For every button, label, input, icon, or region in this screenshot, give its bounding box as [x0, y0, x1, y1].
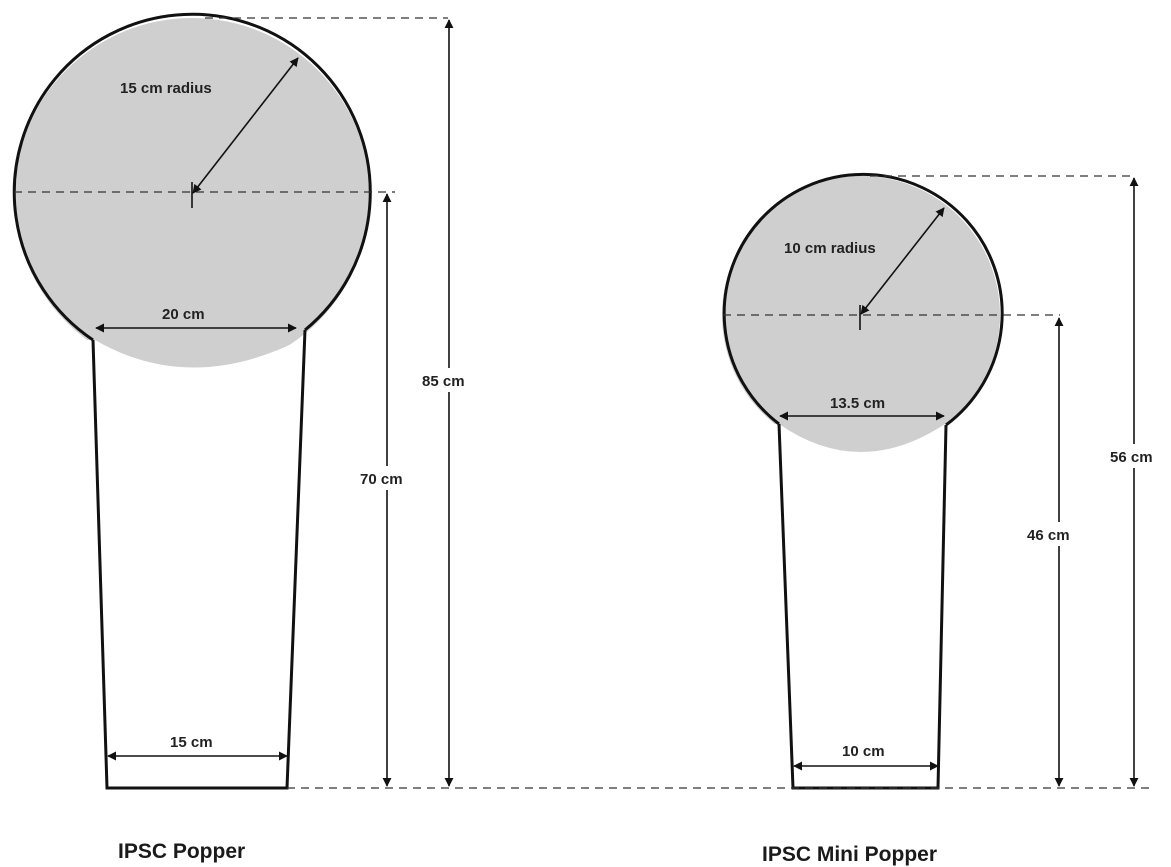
mini-popper-total-height-label: 56 cm	[1110, 449, 1153, 466]
mini-popper-stem	[777, 423, 948, 790]
popper-radius-arrow	[192, 57, 299, 194]
popper-center-height-label: 70 cm	[360, 471, 403, 488]
mini-popper-radius-label: 10 cm radius	[784, 240, 876, 257]
mini-popper-title: IPSC Mini Popper	[762, 843, 937, 866]
mini-popper-plate	[715, 172, 1010, 460]
popper-figure: 15 cm radius 20 cm 15 cm 70 cm 85 cm IPS…	[12, 12, 486, 863]
popper-total-height-label: 85 cm	[422, 373, 465, 390]
popper-neck-label: 20 cm	[162, 306, 205, 323]
mini-popper-radius-arrow	[860, 207, 945, 315]
popper-base-label: 15 cm	[170, 734, 213, 751]
mini-popper-neck-label: 13.5 cm	[830, 395, 885, 412]
mini-popper-base-label: 10 cm	[842, 743, 885, 760]
mini-popper-figure: 10 cm radius 13.5 cm 10 cm 46 cm 56 cm I…	[715, 172, 1171, 866]
mini-popper-center-height-label: 46 cm	[1027, 527, 1070, 544]
popper-title: IPSC Popper	[118, 840, 245, 863]
popper-plate	[12, 12, 380, 380]
popper-stem	[91, 329, 307, 790]
popper-radius-label: 15 cm radius	[120, 80, 212, 97]
